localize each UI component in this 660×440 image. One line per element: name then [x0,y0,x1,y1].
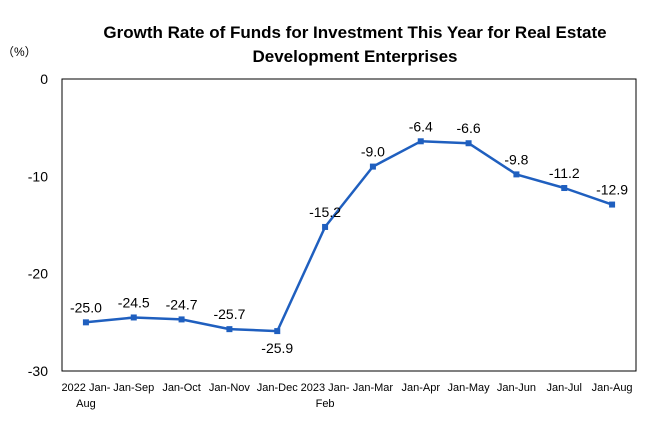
x-tick-label: 2022 Jan- [61,382,110,394]
data-label: -25.7 [213,306,245,322]
data-label: -25.9 [261,340,293,356]
data-point-marker [322,223,329,230]
x-tick-label: Jan-Oct [162,382,201,394]
data-label: -6.6 [457,120,481,136]
x-tick-label: Jan-Jun [497,382,536,394]
data-label: -15.2 [309,204,341,220]
y-tick-label: -20 [28,266,48,282]
x-tick-label: Jan-May [447,382,490,394]
data-label: -9.0 [361,144,385,160]
chart-title-line-1: Growth Rate of Funds for Investment This… [103,23,606,42]
data-point-marker [130,314,137,321]
y-tick-label: 0 [40,71,48,87]
x-tick-label: Jan-Apr [401,382,440,394]
x-tick-label: Jan-Mar [353,382,394,394]
data-point-marker [178,316,185,323]
x-tick-label: 2023 Jan- [301,382,350,394]
data-point-marker [274,328,281,335]
data-point-marker [82,319,89,326]
data-point-marker [513,171,520,178]
data-point-marker [417,138,424,145]
data-label: -9.8 [504,151,528,167]
chart-title-line-2: Development Enterprises [252,47,457,66]
data-label: -12.9 [596,182,628,198]
x-tick-label: Feb [316,398,335,410]
y-tick-label: -10 [28,168,48,184]
y-axis-unit: （%） [2,45,37,59]
data-label: -24.7 [166,296,198,312]
series-line [85,140,613,333]
x-tick-label: Jan-Nov [209,382,250,394]
data-point-marker [465,140,472,147]
plot-area-frame [61,78,637,372]
x-tick-label: Aug [76,398,96,410]
data-point-marker [609,201,616,208]
x-tick-label: Jan-Dec [257,382,298,394]
data-label: -11.2 [549,165,580,181]
data-point-marker [561,185,568,192]
data-label: -24.5 [118,294,150,310]
x-tick-label: Jan-Sep [113,382,154,394]
y-tick-label: -30 [28,363,48,379]
data-label: -6.4 [409,118,433,134]
data-point-marker [226,326,233,333]
x-tick-label: Jan-Aug [592,382,633,394]
data-label: -25.0 [70,299,102,315]
x-tick-label: Jan-Jul [547,382,582,394]
data-point-marker [369,163,376,170]
